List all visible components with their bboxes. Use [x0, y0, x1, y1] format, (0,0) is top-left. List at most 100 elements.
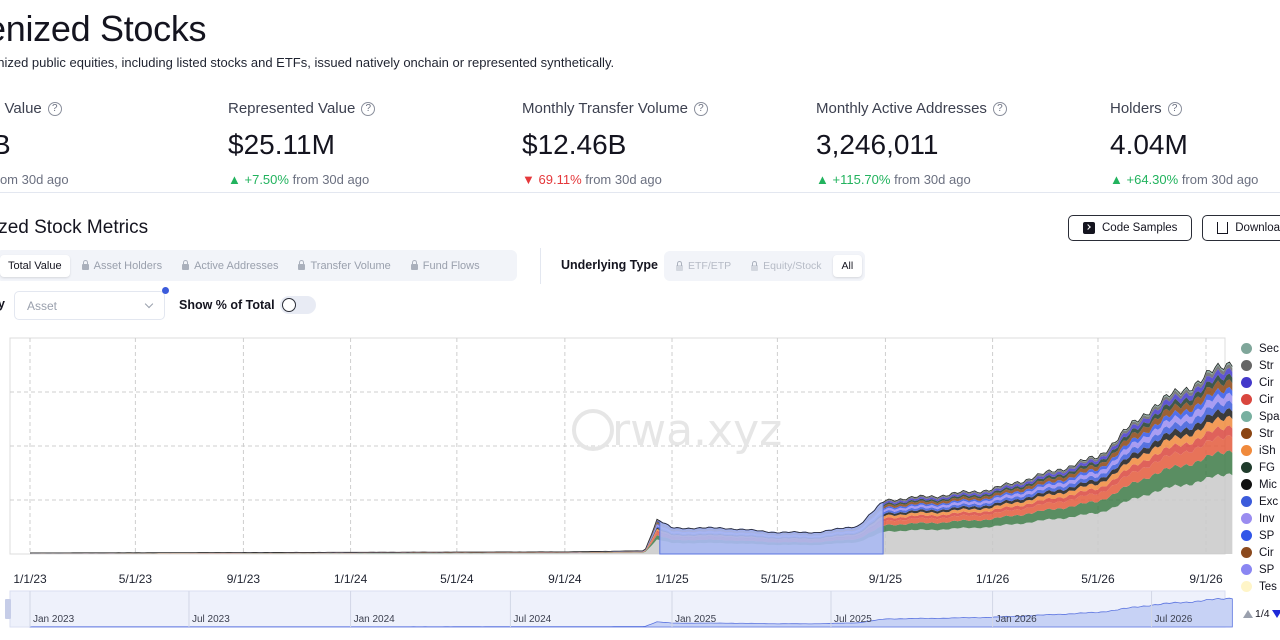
- legend-swatch: [1241, 547, 1252, 558]
- x-tick-label: 1/1/23: [13, 572, 47, 586]
- help-icon[interactable]: ?: [47, 101, 62, 116]
- legend-item[interactable]: Tes: [1241, 578, 1280, 595]
- page-title: enized Stocks: [0, 8, 207, 49]
- metric-delta: +7.50%: [244, 172, 289, 187]
- legend-item[interactable]: iSh: [1241, 442, 1280, 459]
- x-tick-label: 5/1/25: [761, 572, 795, 586]
- tab-transfer-volume[interactable]: Transfer Volume: [290, 255, 398, 277]
- legend-item[interactable]: Sec: [1241, 340, 1280, 357]
- legend-swatch: [1241, 479, 1252, 490]
- legend-label: Cir: [1259, 393, 1274, 406]
- tab-active-addresses[interactable]: Active Addresses: [174, 255, 286, 277]
- underlying-type-filter: ETF/ETP Equity/Stock All: [664, 251, 866, 281]
- tab-fund-flows[interactable]: Fund Flows: [403, 255, 488, 277]
- tab-label: Total Value: [8, 259, 62, 272]
- section-divider: [0, 192, 1280, 193]
- metric-value: 3,246,011: [816, 129, 939, 160]
- show-percent-toggle[interactable]: [280, 296, 316, 314]
- legend-swatch: [1241, 564, 1252, 575]
- metric-monthly-active-addresses: Monthly Active Addresses? 3,246,011 ▲ +1…: [816, 100, 1007, 187]
- legend-item[interactable]: FG: [1241, 459, 1280, 476]
- metric-label: d Value: [0, 100, 42, 117]
- terminal-icon: [1083, 222, 1095, 234]
- download-label: Downloa: [1235, 222, 1280, 234]
- filter-all[interactable]: All: [832, 255, 863, 277]
- metric-label: Holders: [1110, 100, 1162, 117]
- metric-monthly-transfer-volume: Monthly Transfer Volume? $12.46B ▼ 69.11…: [522, 100, 708, 187]
- legend-item[interactable]: SP: [1241, 527, 1280, 544]
- download-icon: [1217, 222, 1229, 234]
- legend-item[interactable]: Mic: [1241, 476, 1280, 493]
- lock-icon: [410, 260, 418, 270]
- metric-value: $12.46B: [522, 129, 627, 160]
- metric-delta: +64.30%: [1126, 172, 1179, 187]
- help-icon[interactable]: ?: [361, 101, 376, 116]
- tab-total-value[interactable]: Total Value: [0, 254, 70, 277]
- area-series-highlight: [659, 501, 884, 555]
- x-tick-label: 1/1/26: [976, 572, 1010, 586]
- x-tick-label: 1/1/25: [655, 572, 689, 586]
- legend-item[interactable]: Exc: [1241, 493, 1280, 510]
- watermark: rwa.xyz: [612, 405, 782, 456]
- metric-value: B: [0, 129, 11, 160]
- total-line: [29, 361, 1233, 554]
- metric-label: Monthly Active Addresses: [816, 100, 987, 117]
- lock-icon: [182, 260, 190, 270]
- help-icon[interactable]: ?: [1167, 101, 1182, 116]
- metric-label: Monthly Transfer Volume: [522, 100, 688, 117]
- legend-label: Mic: [1259, 478, 1277, 491]
- legend-item[interactable]: Inv: [1241, 510, 1280, 527]
- legend-page-label: 1/4: [1255, 608, 1270, 620]
- filter-label: ETF/ETP: [688, 260, 732, 272]
- area-series: [30, 473, 1233, 554]
- lock-icon: [298, 260, 306, 270]
- legend-item[interactable]: SP: [1241, 561, 1280, 578]
- legend-swatch: [1241, 462, 1252, 473]
- code-samples-label: Code Samples: [1102, 222, 1178, 234]
- tab-label: Active Addresses: [194, 259, 279, 272]
- tab-label: Fund Flows: [422, 259, 480, 272]
- legend-label: iSh: [1259, 444, 1276, 457]
- legend-label: FG: [1259, 461, 1275, 474]
- filter-equity-stock[interactable]: Equity/Stock: [742, 255, 830, 277]
- group-by-select[interactable]: Asset: [14, 291, 165, 320]
- legend-item[interactable]: Cir: [1241, 544, 1280, 561]
- help-icon[interactable]: ?: [992, 101, 1007, 116]
- x-tick-label: 5/1/24: [440, 572, 474, 586]
- legend-label: Cir: [1259, 376, 1274, 389]
- legend-item[interactable]: Cir: [1241, 374, 1280, 391]
- toolbar-separator: [540, 248, 541, 284]
- lock-icon: [676, 260, 683, 271]
- lock-icon: [81, 260, 89, 270]
- help-icon[interactable]: ?: [693, 101, 708, 116]
- navigator-series: [29, 597, 1233, 628]
- lock-icon: [751, 260, 759, 271]
- x-tick-label: 5/1/23: [119, 572, 153, 586]
- legend-prev-icon[interactable]: [1243, 610, 1253, 618]
- tab-label: Asset Holders: [93, 259, 163, 272]
- tab-asset-holders[interactable]: Asset Holders: [74, 255, 170, 277]
- filter-etf-etp[interactable]: ETF/ETP: [667, 255, 740, 277]
- legend-next-icon[interactable]: [1271, 610, 1280, 618]
- legend-label: Cir: [1259, 546, 1274, 559]
- tab-label: Transfer Volume: [310, 259, 391, 272]
- chart-legend: Sec Str Cir Cir Spa Str iSh FG Mic Exc Inv SP Cir SP T…: [1241, 340, 1280, 600]
- legend-swatch: [1241, 360, 1252, 371]
- legend-label: Str: [1259, 427, 1274, 440]
- metric-delta-suffix: from 30d ago: [894, 172, 971, 187]
- code-samples-button[interactable]: Code Samples: [1068, 215, 1193, 241]
- legend-label: Str: [1259, 359, 1274, 372]
- legend-item[interactable]: Str: [1241, 425, 1280, 442]
- legend-swatch: [1241, 445, 1252, 456]
- page-subtitle: enized public equities, including listed…: [0, 55, 615, 70]
- legend-item[interactable]: Str: [1241, 357, 1280, 374]
- legend-item[interactable]: Spa: [1241, 408, 1280, 425]
- up-arrow-icon: ▲: [1110, 172, 1123, 187]
- legend-swatch: [1241, 513, 1252, 524]
- legend-swatch: [1241, 428, 1252, 439]
- download-button[interactable]: Downloa: [1202, 215, 1280, 241]
- legend-item[interactable]: Cir: [1241, 391, 1280, 408]
- navigator-tick-label: Jan 2026: [996, 614, 1038, 625]
- toggle-knob: [282, 298, 296, 312]
- stacked-area-chart[interactable]: 1/1/23 5/1/23 9/1/23 1/1/24 5/1/24 9/1/24 1/1/…: [0, 330, 1240, 640]
